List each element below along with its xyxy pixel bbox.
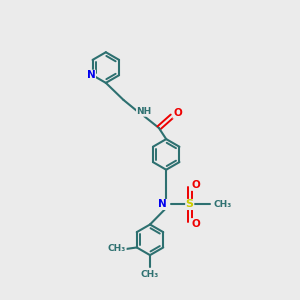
Text: S: S [186,200,194,209]
Text: CH₃: CH₃ [213,200,231,209]
Text: O: O [191,219,200,229]
Text: O: O [191,180,200,190]
Text: NH: NH [136,107,152,116]
Text: O: O [173,108,182,118]
Text: CH₃: CH₃ [108,244,126,253]
Text: N: N [158,200,167,209]
Text: N: N [87,70,95,80]
Text: CH₃: CH₃ [141,270,159,279]
